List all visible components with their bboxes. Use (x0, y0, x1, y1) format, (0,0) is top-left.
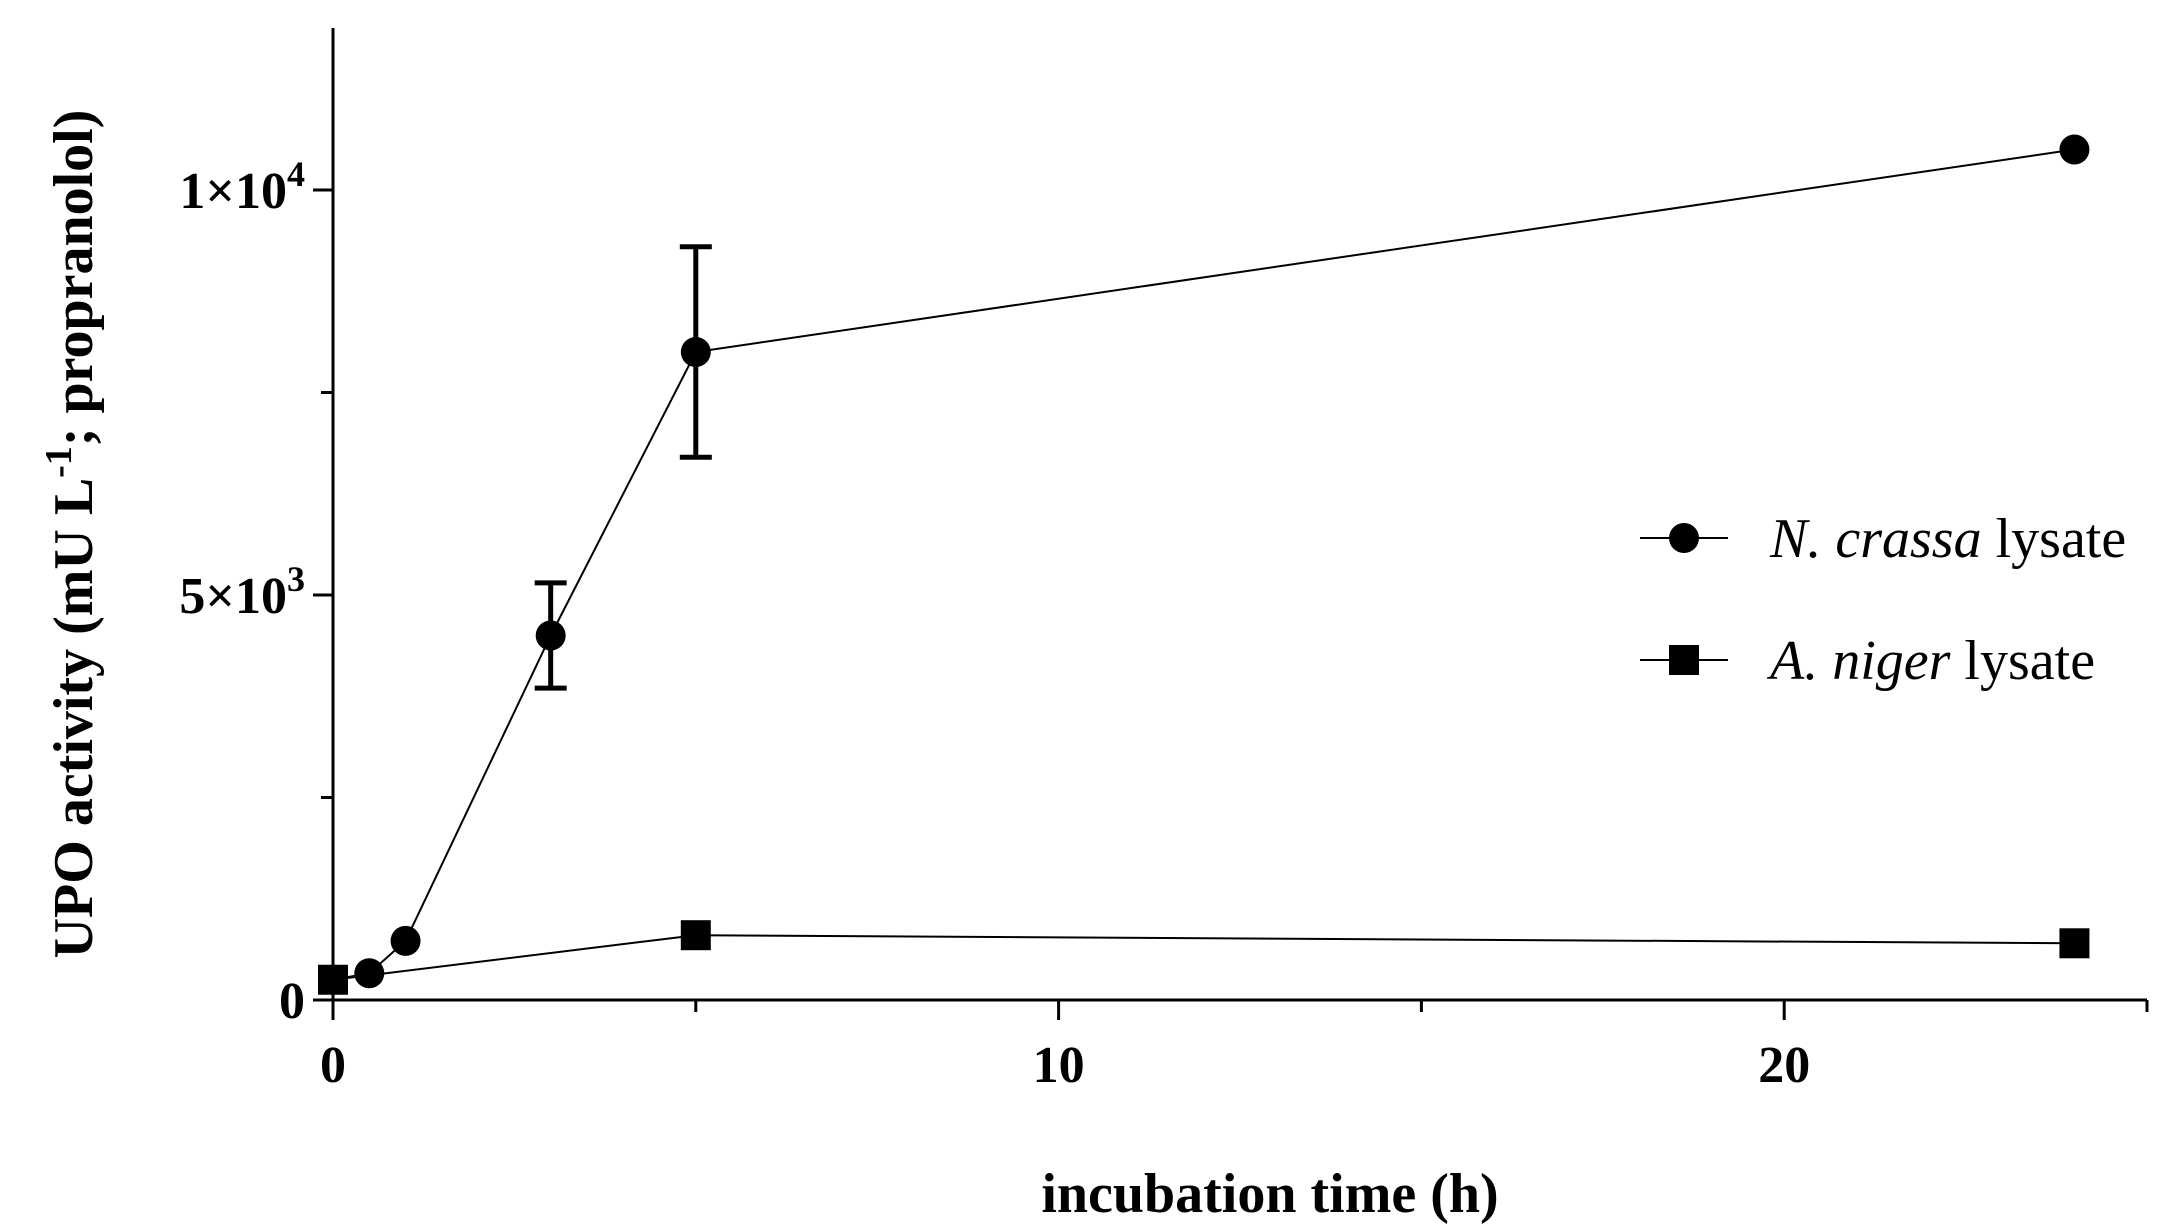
y-axis-label-superscript: -1 (38, 446, 80, 478)
data-point-circle (390, 925, 421, 956)
x-axis-label: incubation time (h) (1041, 1163, 1498, 1225)
series-1 (318, 134, 2090, 995)
legend-label: N. crassa lysate (1769, 508, 2126, 570)
x-tick-label-10: 10 (1033, 1037, 1085, 1094)
data-point-square (2059, 928, 2090, 959)
y-axis-label-main: UPO activity (mU L (43, 478, 105, 959)
data-point-circle (680, 337, 711, 367)
data-point-square (318, 964, 348, 995)
series-2 (318, 920, 2090, 995)
y-axis-label-suffix: ; propranolol) (43, 110, 105, 447)
legend: N. crassa lysate A. niger lysate (1640, 508, 2126, 692)
legend-marker-circle (1669, 523, 1699, 553)
y-tick-label-5000: 5×103 (179, 559, 305, 625)
y-tick-label-0: 0 (279, 973, 305, 1030)
x-tick-label-20: 20 (1758, 1037, 1810, 1094)
data-point-circle (535, 620, 566, 651)
y-tick-label-10000: 1×104 (179, 154, 305, 220)
ticks: 0 10 20 0 5×103 1×104 (179, 154, 2149, 1094)
legend-label: A. niger lysate (1766, 630, 2095, 692)
data-point-circle (354, 958, 385, 989)
series-line-2 (332, 934, 2075, 981)
data-point-circle (2059, 134, 2090, 165)
legend-marker-square (1669, 645, 1699, 675)
data-point-square (680, 920, 711, 951)
x-tick-label-0: 0 (320, 1037, 346, 1094)
legend-item-1: N. crassa lysate (1640, 508, 2126, 570)
y-axis-label: UPO activity (mU L-1; propranolol) (38, 110, 105, 959)
series-layer (318, 134, 2090, 995)
legend-item-2: A. niger lysate (1640, 630, 2095, 692)
